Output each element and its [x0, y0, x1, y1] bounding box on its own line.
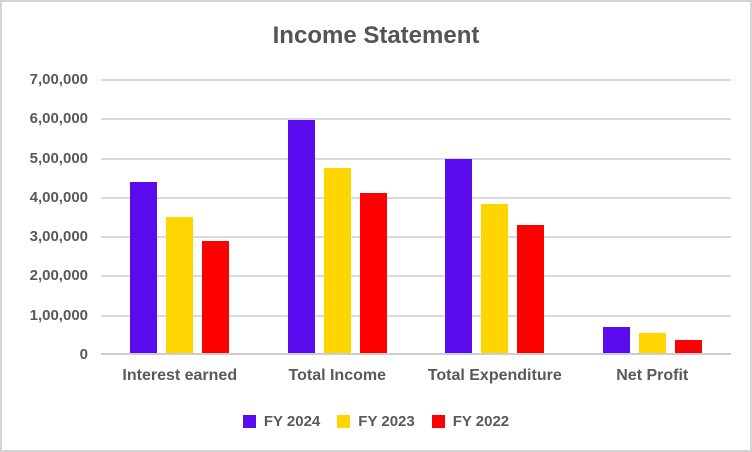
legend-swatch-icon	[337, 415, 351, 428]
bar-group-net-profit	[574, 80, 732, 353]
y-tick-label: 0	[79, 346, 88, 363]
y-tick-label: 3,00,000	[29, 228, 88, 246]
y-tick-label: 7,00,000	[29, 71, 88, 88]
gridline	[101, 275, 731, 278]
bar-fy-2023-total-income[interactable]	[323, 168, 351, 353]
legend-label: FY 2024	[263, 413, 321, 430]
bar-group-total-income	[259, 80, 417, 353]
bar-fy-2022-total-income[interactable]	[359, 193, 387, 353]
legend-item-fy-2023[interactable]: FY 2023	[337, 413, 415, 430]
gridline	[101, 79, 731, 81]
bar-group-interest-earned	[101, 80, 259, 353]
bar-fy-2024-total-expenditure[interactable]	[445, 159, 473, 353]
y-tick-label: 1,00,000	[29, 306, 88, 324]
bar-fy-2024-total-income[interactable]	[287, 120, 315, 353]
x-tick-label-interest-earned: Interest earned	[122, 367, 238, 384]
bar-group-total-expenditure	[416, 80, 574, 353]
legend-item-fy-2024[interactable]: FY 2024	[242, 413, 321, 430]
legend-swatch-icon	[242, 415, 256, 428]
x-tick-label-total-expenditure: Total Expenditure	[427, 367, 562, 384]
gridline	[101, 314, 731, 317]
y-tick-label: 5,00,000	[29, 149, 88, 167]
legend-label: FY 2022	[452, 413, 510, 430]
gridline	[101, 157, 731, 160]
bar-fy-2022-net-profit[interactable]	[674, 340, 702, 353]
bar-fy-2022-interest-earned[interactable]	[202, 241, 230, 353]
bar-fy-2023-net-profit[interactable]	[638, 333, 666, 353]
bar-fy-2024-net-profit[interactable]	[602, 327, 630, 353]
y-tick-label: 4,00,000	[29, 188, 88, 206]
chart-title: Income Statement	[272, 22, 480, 49]
plot-area	[101, 79, 732, 355]
bar-fy-2024-interest-earned[interactable]	[130, 182, 158, 353]
legend-swatch-icon	[431, 415, 445, 428]
legend-item-fy-2022[interactable]: FY 2022	[431, 413, 510, 430]
y-tick-label: 6,00,000	[29, 110, 88, 128]
bar-fy-2023-interest-earned[interactable]	[166, 217, 194, 353]
legend: FY 2024 FY 2023 FY 2022	[2, 413, 750, 430]
bar-fy-2023-total-expenditure[interactable]	[481, 204, 509, 353]
x-tick-label-total-income: Total Income	[288, 367, 387, 384]
gridline	[101, 118, 731, 121]
gridline	[101, 236, 731, 239]
y-tick-label: 2,00,000	[29, 267, 88, 285]
gridline	[101, 196, 731, 199]
bar-fy-2022-total-expenditure[interactable]	[517, 225, 545, 353]
x-tick-label-net-profit: Net Profit	[616, 367, 689, 384]
legend-label: FY 2023	[358, 413, 415, 430]
